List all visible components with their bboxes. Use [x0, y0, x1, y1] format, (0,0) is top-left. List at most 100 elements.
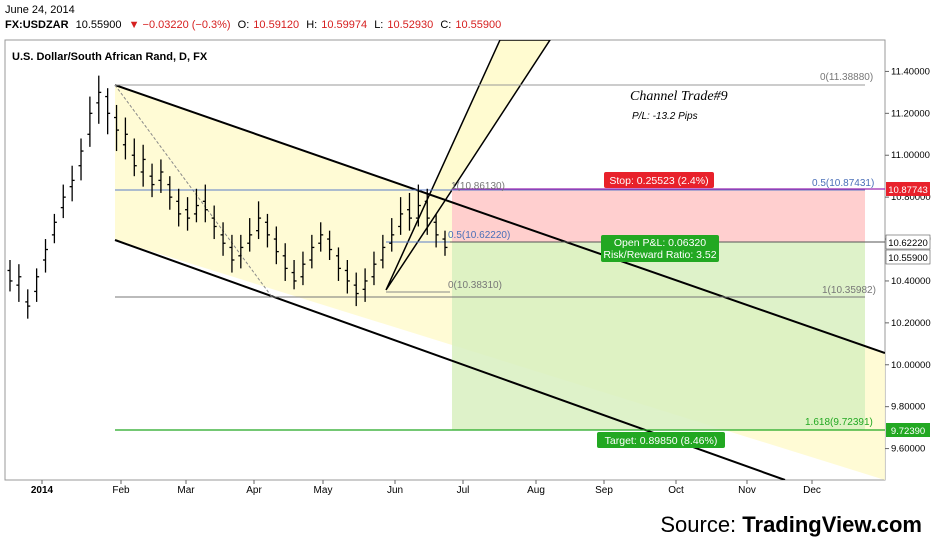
header-low: 10.52930 — [387, 19, 434, 31]
ohlc-bar — [398, 197, 404, 235]
open-pl-tag-bg — [601, 235, 719, 262]
y-tick-label-2: 10.00000 — [891, 360, 931, 371]
source-prefix: Source: — [660, 512, 743, 537]
ohlc-bar — [300, 251, 306, 286]
ohlc-bar — [211, 205, 217, 240]
ohlc-bar — [131, 138, 137, 177]
price-tag-last: 10.55900 — [888, 253, 928, 264]
x-axis[interactable]: 2014 Feb Mar Apr May Jun Jul Aug Sep Oct Nov Dec — [31, 480, 821, 496]
x-tick-label-1: Feb — [112, 485, 130, 496]
price-tag-stop: 10.87743 — [888, 185, 928, 196]
ohlc-bar — [78, 138, 84, 181]
x-tick-label-10: Nov — [738, 485, 756, 496]
ohlc-bar — [433, 213, 439, 248]
risk-reward-label: Risk/Reward Ratio: 3.52 — [603, 249, 716, 261]
ohlc-bar — [264, 213, 270, 248]
target-tag-bg — [597, 432, 725, 448]
x-tick-label-4: May — [314, 485, 333, 496]
fib-0-label: 0(11.38880) — [820, 72, 873, 83]
price-tag-target: 9.72390 — [891, 426, 925, 437]
ohlc-bar — [140, 144, 146, 187]
x-tick-label-5: Jun — [387, 485, 403, 496]
x-tick-label-11: Dec — [803, 485, 821, 496]
fib-1-label: 1(10.35982) — [822, 285, 876, 296]
ohlc-bar — [87, 96, 93, 147]
ohlc-bar — [362, 268, 368, 302]
x-tick-label-3: Apr — [246, 485, 262, 496]
ohlc-bar — [309, 234, 315, 269]
ohlc-bars — [7, 75, 448, 319]
ohlc-bar — [344, 260, 350, 294]
stop-zone — [452, 189, 865, 242]
source-credit: Source: TradingView.com — [660, 512, 922, 538]
fib-1618-label: 1.618(9.72391) — [805, 417, 873, 428]
fib-05-label: 0.5(10.87431) — [812, 178, 874, 189]
ohlc-bar — [7, 260, 13, 292]
price-tag-entry-bg — [885, 234, 931, 250]
ohlc-bar — [185, 197, 191, 231]
y-tick-label-7: 11.00000 — [891, 150, 930, 161]
header-h-label: H: — [306, 19, 318, 31]
y-tick-label-4: 10.40000 — [891, 276, 931, 287]
ohlc-bar — [114, 104, 120, 152]
header-open: 10.59120 — [253, 19, 300, 31]
annotation-title: Channel Trade#9 — [630, 89, 728, 104]
ohlc-bar — [96, 75, 102, 124]
ohlc-bar — [69, 165, 75, 202]
ohlc-bar — [335, 247, 341, 281]
header-o-label: O: — [237, 19, 250, 31]
ohlc-bar — [353, 272, 359, 307]
y-tick-label-8: 11.20000 — [891, 108, 930, 119]
x-tick-label-9: Oct — [668, 485, 684, 496]
x-tick-label-0: 2014 — [31, 485, 54, 496]
ohlc-bar — [406, 192, 412, 231]
ohlc-bar — [424, 188, 430, 235]
y-tick-label-6: 10.80000 — [891, 192, 931, 203]
header-high: 10.59974 — [321, 19, 368, 31]
x-tick-label-8: Sep — [595, 485, 613, 496]
ohlc-bar — [202, 184, 208, 223]
ohlc-bar — [51, 213, 57, 244]
y-tick-label-1: 9.80000 — [891, 402, 925, 413]
header-c-label: C: — [440, 19, 452, 31]
annotation-pl: P/L: -13.2 Pips — [632, 111, 698, 122]
ohlc-bar — [60, 184, 66, 219]
header-close: 10.55900 — [455, 19, 502, 31]
ohlc-bar — [167, 176, 173, 210]
ohlc-bar — [105, 88, 111, 135]
ohlc-bar — [442, 230, 448, 256]
ohlc-bar — [158, 159, 164, 193]
ohlc-bar — [122, 117, 128, 160]
channel-dashed-line — [114, 84, 273, 298]
header-l-label: L: — [374, 19, 384, 31]
chart-title: U.S. Dollar/South African Rand, D, FX — [12, 51, 208, 63]
ohlc-bar — [34, 268, 40, 302]
ohlc-bar — [247, 218, 253, 252]
ohlc-bar — [43, 239, 49, 273]
ohlc-bar — [318, 222, 324, 252]
ohlc-bar — [193, 188, 199, 223]
ohlc-bar — [291, 260, 297, 290]
ohlc-bar — [220, 222, 226, 256]
header-symbol[interactable]: FX:USDZAR — [5, 19, 69, 31]
ohlc-bar — [389, 218, 395, 252]
target-zone — [452, 242, 865, 430]
ohlc-bar — [380, 234, 386, 269]
small-fib-1-label: 1(10.86130) — [451, 181, 505, 192]
ohlc-bar — [371, 251, 377, 286]
chart-header: June 24, 2014 FX:USDZAR 10.55900 ▼ −0.03… — [5, 3, 505, 33]
price-tag-stop-bg — [886, 182, 930, 196]
open-pl-label: Open P&L: 0.06320 — [614, 237, 706, 249]
ohlc-bar — [415, 184, 421, 227]
target-tag-label: Target: 0.89850 (8.46%) — [605, 435, 718, 447]
y-tick-label-0: 9.60000 — [891, 444, 925, 455]
header-change: ▼ −0.03220 (−0.3%) — [128, 19, 231, 31]
channel-upper-line — [114, 84, 885, 354]
source-brand: TradingView.com — [742, 512, 922, 537]
header-date: June 24, 2014 — [5, 4, 75, 16]
price-tag-entry: 10.62220 — [888, 238, 928, 249]
small-fib-0-label: 0(10.38310) — [448, 280, 502, 291]
ohlc-bar — [238, 234, 244, 269]
ohlc-bar — [282, 243, 288, 281]
